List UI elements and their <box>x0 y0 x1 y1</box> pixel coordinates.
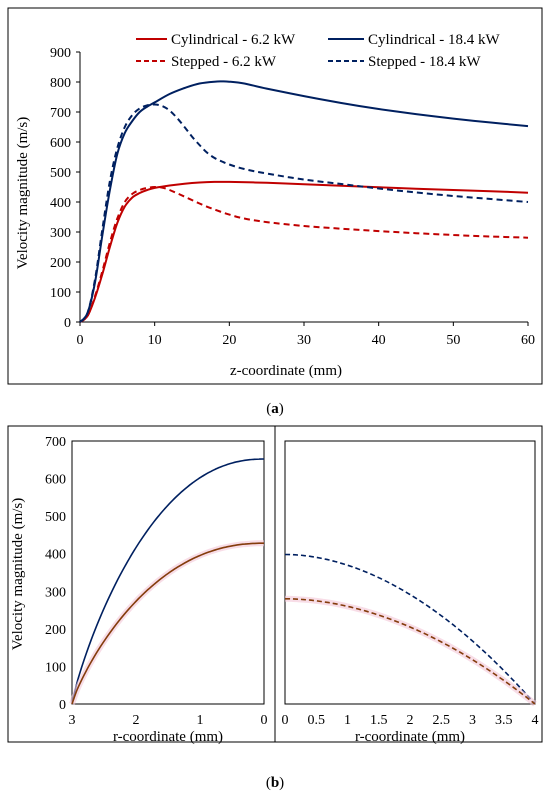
panel-a-legend: Cylindrical - 6.2 kW Cylindrical - 18.4 … <box>136 32 500 70</box>
panel-a: 0 10 20 30 40 50 60010020030040050060070080090… <box>15 32 535 379</box>
panel-b-left-plot-box <box>71 440 265 705</box>
panel-a-lines <box>79 80 529 323</box>
y-tick-label: 700 <box>45 435 66 450</box>
panel-a-x-label: z-coordinate (mm) <box>230 363 342 379</box>
panel-b-left: 0 100 200 300 400 500 600 700 3 2 1 0 Velocity magn… <box>10 435 268 745</box>
series-line-3 <box>79 103 529 323</box>
y-tick-label: 600 <box>45 473 66 488</box>
legend-label-cyl-6-2: Cylindrical - 6.2 kW <box>171 32 296 48</box>
x-tick-label: 0 <box>282 713 289 728</box>
panel-a-ticks: 0 10 20 30 40 50 60010020030040050060070080090… <box>50 46 535 348</box>
y-tick-label: 100 <box>50 286 71 301</box>
x-tick-label: 40 <box>372 333 386 348</box>
series-line-1 <box>284 598 536 705</box>
x-tick-label: 0.5 <box>308 713 326 728</box>
caption-a: (a) <box>266 401 284 417</box>
y-tick-label: 400 <box>50 196 71 211</box>
panel-b-left-x-label: r-coordinate (mm) <box>113 729 223 745</box>
x-tick-label: 50 <box>446 333 460 348</box>
panel-a-frame <box>7 7 543 385</box>
x-tick-label: 3.5 <box>495 713 513 728</box>
series-line-1 <box>79 185 529 323</box>
x-tick-label: 2 <box>133 713 140 728</box>
y-tick-label: 600 <box>50 136 71 151</box>
series-line-2 <box>79 80 529 323</box>
caption-b: (b) <box>266 775 284 791</box>
y-tick-label: 900 <box>50 46 71 61</box>
panel-b-right-plot-box <box>284 440 536 705</box>
series-line-0 <box>71 458 265 705</box>
panel-b-right-x-label: r-coordinate (mm) <box>355 729 465 745</box>
series-line-0 <box>79 180 529 323</box>
x-tick-label: 20 <box>222 333 236 348</box>
y-tick-label: 300 <box>45 585 66 600</box>
y-tick-label: 500 <box>45 510 66 525</box>
x-tick-label: 1 <box>344 713 351 728</box>
x-tick-label: 1 <box>197 713 204 728</box>
x-tick-label: 30 <box>297 333 311 348</box>
x-tick-label: 1.5 <box>370 713 388 728</box>
series-shadow-1 <box>69 540 264 706</box>
legend-label-cyl-18-4: Cylindrical - 18.4 kW <box>368 32 500 48</box>
y-tick-label: 500 <box>50 166 71 181</box>
panel-b-right-lines <box>284 553 537 707</box>
x-tick-label: 4 <box>532 713 539 728</box>
y-tick-label: 0 <box>64 316 71 331</box>
x-tick-label: 0 <box>77 333 84 348</box>
x-tick-label: 3 <box>69 713 76 728</box>
series-line-1 <box>71 542 264 705</box>
y-tick-label: 200 <box>45 623 66 638</box>
legend-label-step-18-4: Stepped - 18.4 kW <box>368 54 481 70</box>
legend-label-step-6-2: Stepped - 6.2 kW <box>171 54 277 70</box>
panel-b-right-ticks: 0 0.5 1 1.5 2 2.5 3 3.5 4 <box>282 713 539 728</box>
x-tick-label: 3 <box>469 713 476 728</box>
x-tick-label: 10 <box>148 333 162 348</box>
panel-a-y-label: Velocity magnitude (m/s) <box>15 117 31 269</box>
x-tick-label: 0 <box>261 713 268 728</box>
panel-b-right: 0 0.5 1 1.5 2 2.5 3 3.5 4 r-coordinate (mm) <box>282 440 539 745</box>
x-tick-label: 2 <box>407 713 414 728</box>
y-tick-label: 300 <box>50 226 71 241</box>
series-line-0 <box>284 553 536 705</box>
x-tick-label: 60 <box>521 333 535 348</box>
series-shadow-1 <box>284 595 537 707</box>
y-tick-label: 400 <box>45 548 66 563</box>
y-tick-label: 800 <box>50 76 71 91</box>
panel-b-left-lines <box>69 458 265 706</box>
x-tick-label: 2.5 <box>433 713 451 728</box>
panel-b-left-ticks: 0 100 200 300 400 500 600 700 3 2 1 0 <box>45 435 268 728</box>
panel-b-left-y-label: Velocity magnitude (m/s) <box>10 498 26 650</box>
y-tick-label: 0 <box>59 698 66 713</box>
y-tick-label: 200 <box>50 256 71 271</box>
y-tick-label: 700 <box>50 106 71 121</box>
y-tick-label: 100 <box>45 660 66 675</box>
